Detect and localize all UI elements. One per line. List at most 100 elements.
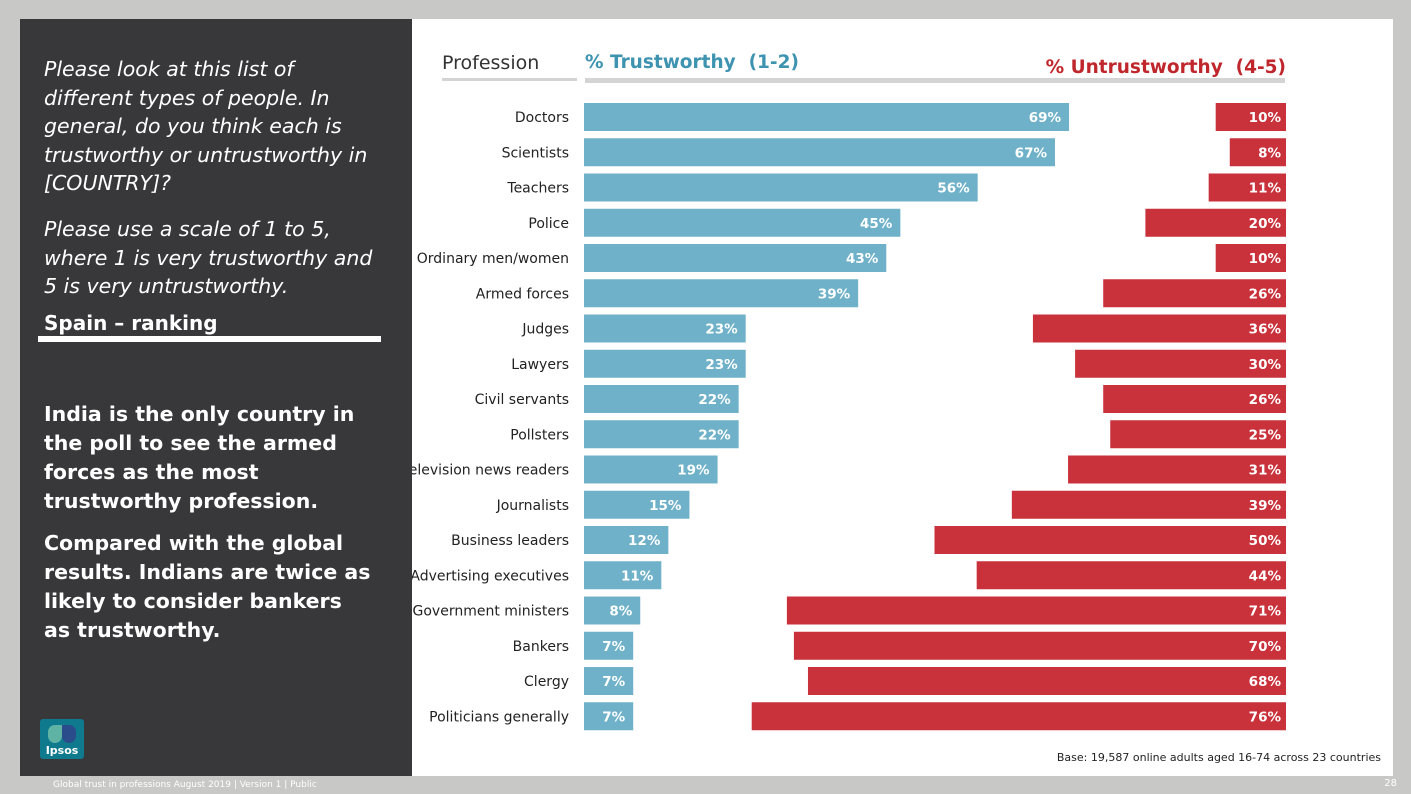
profession-header: Profession bbox=[442, 52, 539, 74]
left-panel: Please look at this list of different ty… bbox=[20, 19, 412, 776]
category-label-armed-forces: Armed forces bbox=[476, 286, 569, 302]
trustworthy-value-police: 45% bbox=[860, 216, 893, 232]
untrustworthy-bar-government-ministers bbox=[786, 596, 1286, 625]
logo-text: Ipsos bbox=[45, 744, 79, 757]
insight-text-1: India is the only country in the poll to… bbox=[44, 402, 355, 513]
category-label-journalists: Journalists bbox=[496, 498, 569, 514]
country-ranking-title: Spain – ranking bbox=[44, 311, 218, 335]
untrustworthy-bar-journalists bbox=[1011, 490, 1286, 519]
question-text: Please look at this list of different ty… bbox=[44, 57, 368, 195]
trustworthy-bar-business-leaders bbox=[584, 526, 669, 554]
category-label-police: Police bbox=[528, 216, 569, 232]
trustworthy-bar-politicians-generally bbox=[584, 702, 634, 731]
category-label-doctors: Doctors bbox=[515, 110, 569, 126]
scale-instruction-text: Please use a scale of 1 to 5, where 1 is… bbox=[44, 217, 373, 298]
untrustworthy-value-pollsters: 25% bbox=[1249, 427, 1282, 443]
trustworthy-header: % Trustworthy (1-2) bbox=[585, 52, 799, 73]
logo-shape-left bbox=[48, 725, 62, 743]
trustworthy-bar-advertising-executives bbox=[584, 561, 662, 590]
category-label-scientists: Scientists bbox=[502, 145, 569, 161]
trustworthy-bar-scientists bbox=[584, 138, 1056, 167]
base-note: Base: 19,587 online adults aged 16-74 ac… bbox=[1056, 751, 1381, 764]
trustworthy-bar-clergy bbox=[584, 667, 634, 695]
untrustworthy-bar-politicians-generally bbox=[751, 702, 1286, 731]
trustworthy-value-politicians-generally: 7% bbox=[602, 709, 625, 725]
logo-shape-right bbox=[62, 725, 76, 743]
untrustworthy-bar-civil-servants bbox=[1103, 385, 1286, 413]
trustworthy-bar-civil-servants bbox=[584, 385, 739, 413]
bars-layer: Doctors 69% 10% Scientists 67% 8% Teachers 56% 1… bbox=[412, 103, 1286, 731]
page-number: 28 bbox=[1384, 778, 1397, 789]
category-label-judges: Judges bbox=[521, 322, 569, 338]
untrustworthy-bar-business-leaders bbox=[934, 526, 1286, 554]
untrustworthy-bar-lawyers bbox=[1075, 349, 1286, 378]
trustworthy-bar-teachers bbox=[584, 173, 978, 202]
trustworthy-bar-armed-forces bbox=[584, 279, 859, 308]
untrustworthy-value-business-leaders: 50% bbox=[1249, 533, 1282, 549]
footer-text: Global trust in professions August 2019 … bbox=[53, 780, 317, 790]
trustworthy-bar-television-news-readers bbox=[584, 455, 718, 484]
untrustworthy-bar-pollsters bbox=[1110, 420, 1286, 449]
category-label-business-leaders: Business leaders bbox=[451, 533, 569, 549]
untrustworthy-value-doctors: 10% bbox=[1249, 110, 1282, 126]
trustworthy-value-teachers: 56% bbox=[937, 181, 970, 197]
untrustworthy-value-government-ministers: 71% bbox=[1249, 604, 1282, 620]
insight-text-2: Compared with the global results. Indian… bbox=[44, 531, 371, 642]
series-header-rule bbox=[585, 78, 1285, 83]
trustworthy-value-doctors: 69% bbox=[1029, 110, 1062, 126]
trustworthy-value-ordinary-men-women: 43% bbox=[846, 251, 879, 267]
trustworthy-bar-bankers bbox=[584, 631, 634, 660]
category-label-clergy: Clergy bbox=[524, 674, 569, 690]
category-label-bankers: Bankers bbox=[513, 639, 569, 655]
untrustworthy-value-ordinary-men-women: 10% bbox=[1249, 251, 1282, 267]
untrustworthy-bar-advertising-executives bbox=[976, 561, 1286, 590]
untrustworthy-bar-bankers bbox=[793, 631, 1286, 660]
trustworthy-value-bankers: 7% bbox=[602, 639, 625, 655]
untrustworthy-value-politicians-generally: 76% bbox=[1249, 709, 1282, 725]
trustworthy-value-lawyers: 23% bbox=[705, 357, 738, 373]
trustworthy-value-television-news-readers: 19% bbox=[677, 463, 710, 479]
trustworthy-value-judges: 23% bbox=[705, 322, 738, 338]
category-label-civil-servants: Civil servants bbox=[475, 392, 569, 408]
untrustworthy-value-journalists: 39% bbox=[1249, 498, 1282, 514]
untrustworthy-value-judges: 36% bbox=[1249, 322, 1282, 338]
untrustworthy-bar-scientists bbox=[1229, 138, 1286, 167]
trustworthy-value-scientists: 67% bbox=[1015, 145, 1048, 161]
profession-header-rule bbox=[442, 78, 577, 81]
trust-chart: Profession % Trustworthy (1-2) % Untrust… bbox=[412, 52, 1286, 731]
untrustworthy-bar-police bbox=[1145, 208, 1286, 237]
trustworthy-bar-doctors bbox=[584, 103, 1070, 131]
trustworthy-value-clergy: 7% bbox=[602, 674, 625, 690]
trustworthy-bar-pollsters bbox=[584, 420, 739, 449]
category-label-politicians-generally: Politicians generally bbox=[429, 709, 569, 725]
category-label-pollsters: Pollsters bbox=[510, 427, 569, 443]
ipsos-logo: Ipsos bbox=[40, 719, 84, 759]
category-label-advertising-executives: Advertising executives bbox=[412, 568, 569, 584]
trustworthy-bar-judges bbox=[584, 314, 746, 343]
untrustworthy-header: % Untrustworthy (4-5) bbox=[1046, 57, 1286, 78]
trustworthy-value-business-leaders: 12% bbox=[628, 533, 661, 549]
trustworthy-value-journalists: 15% bbox=[649, 498, 682, 514]
untrustworthy-bar-armed-forces bbox=[1103, 279, 1286, 308]
title-underline bbox=[38, 336, 381, 342]
untrustworthy-value-lawyers: 30% bbox=[1249, 357, 1282, 373]
untrustworthy-value-armed-forces: 26% bbox=[1249, 286, 1282, 302]
trustworthy-bar-lawyers bbox=[584, 349, 746, 378]
untrustworthy-bar-television-news-readers bbox=[1068, 455, 1286, 484]
untrustworthy-value-bankers: 70% bbox=[1249, 639, 1282, 655]
trustworthy-bar-journalists bbox=[584, 490, 690, 519]
category-label-television-news-readers: Television news readers bbox=[412, 463, 569, 479]
untrustworthy-value-teachers: 11% bbox=[1249, 181, 1282, 197]
untrustworthy-bar-ordinary-men-women bbox=[1215, 244, 1286, 272]
category-label-lawyers: Lawyers bbox=[511, 357, 569, 373]
untrustworthy-value-civil-servants: 26% bbox=[1249, 392, 1282, 408]
trustworthy-value-advertising-executives: 11% bbox=[621, 568, 654, 584]
trustworthy-value-pollsters: 22% bbox=[698, 427, 731, 443]
trustworthy-value-civil-servants: 22% bbox=[698, 392, 731, 408]
trustworthy-value-armed-forces: 39% bbox=[818, 286, 851, 302]
trustworthy-bar-government-ministers bbox=[584, 596, 641, 625]
untrustworthy-value-advertising-executives: 44% bbox=[1249, 568, 1282, 584]
category-label-ordinary-men-women: Ordinary men/women bbox=[417, 251, 569, 267]
trustworthy-bar-ordinary-men-women bbox=[584, 244, 887, 272]
category-label-teachers: Teachers bbox=[506, 181, 569, 197]
